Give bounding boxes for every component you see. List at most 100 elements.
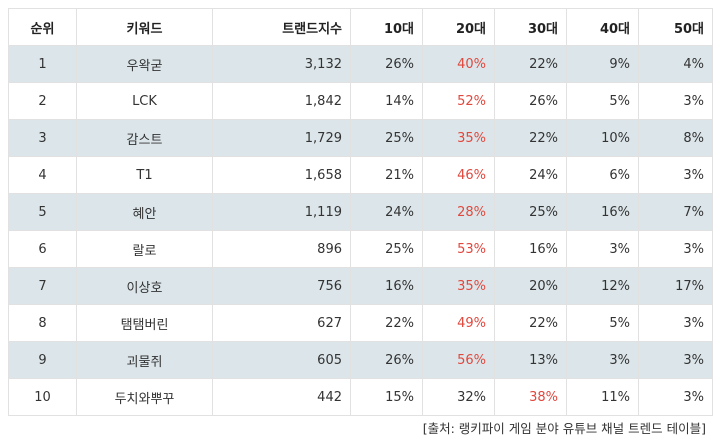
keyword-cell: 우왁굳 xyxy=(76,45,213,83)
header-age-50s: 50대 xyxy=(638,8,713,46)
rank-cell: 6 xyxy=(8,230,77,268)
age-share-cell: 26% xyxy=(494,82,567,120)
trend-index-cell: 605 xyxy=(212,341,351,379)
keyword-cell: 이상호 xyxy=(76,267,213,305)
table-row: 9 괴물쥐 605 26% 56% 13% 3% 3% xyxy=(8,341,713,379)
rank-cell: 2 xyxy=(8,82,77,120)
age-share-cell: 7% xyxy=(638,193,713,231)
age-share-cell: 28% xyxy=(422,193,495,231)
table-body: 1 우왁굳 3,132 26% 40% 22% 9% 4% 2 LCK 1,842 14% 52% 26%… xyxy=(8,45,713,416)
table-row: 2 LCK 1,842 14% 52% 26% 5% 3% xyxy=(8,82,713,120)
age-share-cell: 20% xyxy=(494,267,567,305)
rank-cell: 10 xyxy=(8,378,77,416)
table-row: 5 혜안 1,119 24% 28% 25% 16% 7% xyxy=(8,193,713,231)
age-share-cell: 12% xyxy=(566,267,639,305)
keyword-cell: 랄로 xyxy=(76,230,213,268)
rank-cell: 4 xyxy=(8,156,77,194)
age-share-cell: 17% xyxy=(638,267,713,305)
age-share-cell: 3% xyxy=(566,230,639,268)
age-share-cell: 56% xyxy=(422,341,495,379)
age-share-cell: 49% xyxy=(422,304,495,342)
age-share-cell: 38% xyxy=(494,378,567,416)
trend-index-cell: 1,119 xyxy=(212,193,351,231)
table-row: 7 이상호 756 16% 35% 20% 12% 17% xyxy=(8,267,713,305)
trend-index-cell: 1,729 xyxy=(212,119,351,157)
keyword-cell: T1 xyxy=(76,156,213,194)
trend-index-cell: 3,132 xyxy=(212,45,351,83)
table-row: 8 탬탬버린 627 22% 49% 22% 5% 3% xyxy=(8,304,713,342)
trend-index-cell: 627 xyxy=(212,304,351,342)
age-share-cell: 3% xyxy=(638,156,713,194)
age-share-cell: 40% xyxy=(422,45,495,83)
age-share-cell: 32% xyxy=(422,378,495,416)
age-share-cell: 24% xyxy=(494,156,567,194)
age-share-cell: 21% xyxy=(350,156,423,194)
age-share-cell: 22% xyxy=(494,304,567,342)
age-share-cell: 3% xyxy=(566,341,639,379)
keyword-cell: 감스트 xyxy=(76,119,213,157)
trend-index-cell: 1,842 xyxy=(212,82,351,120)
age-share-cell: 26% xyxy=(350,45,423,83)
age-share-cell: 24% xyxy=(350,193,423,231)
trend-index-cell: 756 xyxy=(212,267,351,305)
age-share-cell: 22% xyxy=(494,119,567,157)
header-age-30s: 30대 xyxy=(494,8,567,46)
table-row: 10 두치와뿌꾸 442 15% 32% 38% 11% 3% xyxy=(8,378,713,416)
age-share-cell: 11% xyxy=(566,378,639,416)
age-share-cell: 6% xyxy=(566,156,639,194)
age-share-cell: 26% xyxy=(350,341,423,379)
age-share-cell: 16% xyxy=(494,230,567,268)
age-share-cell: 16% xyxy=(566,193,639,231)
age-share-cell: 3% xyxy=(638,341,713,379)
keyword-cell: 두치와뿌꾸 xyxy=(76,378,213,416)
age-share-cell: 52% xyxy=(422,82,495,120)
age-share-cell: 14% xyxy=(350,82,423,120)
age-share-cell: 10% xyxy=(566,119,639,157)
table-row: 6 랄로 896 25% 53% 16% 3% 3% xyxy=(8,230,713,268)
trend-index-cell: 1,658 xyxy=(212,156,351,194)
age-share-cell: 3% xyxy=(638,304,713,342)
rank-cell: 8 xyxy=(8,304,77,342)
age-share-cell: 22% xyxy=(494,45,567,83)
header-age-40s: 40대 xyxy=(566,8,639,46)
age-share-cell: 5% xyxy=(566,304,639,342)
header-keyword: 키워드 xyxy=(76,8,213,46)
keyword-cell: 탬탬버린 xyxy=(76,304,213,342)
table-row: 1 우왁굳 3,132 26% 40% 22% 9% 4% xyxy=(8,45,713,83)
age-share-cell: 16% xyxy=(350,267,423,305)
header-age-10s: 10대 xyxy=(350,8,423,46)
age-share-cell: 25% xyxy=(350,230,423,268)
age-share-cell: 5% xyxy=(566,82,639,120)
age-share-cell: 4% xyxy=(638,45,713,83)
rank-cell: 3 xyxy=(8,119,77,157)
header-trend-index: 트랜드지수 xyxy=(212,8,351,46)
rank-cell: 5 xyxy=(8,193,77,231)
age-share-cell: 35% xyxy=(422,267,495,305)
trend-index-cell: 896 xyxy=(212,230,351,268)
source-caption: [출처: 랭키파이 게임 분야 유튜브 채널 트렌드 테이블] xyxy=(422,421,706,436)
age-share-cell: 22% xyxy=(350,304,423,342)
keyword-cell: 괴물쥐 xyxy=(76,341,213,379)
age-share-cell: 25% xyxy=(350,119,423,157)
age-share-cell: 3% xyxy=(638,230,713,268)
rank-cell: 1 xyxy=(8,45,77,83)
age-share-cell: 9% xyxy=(566,45,639,83)
trend-index-cell: 442 xyxy=(212,378,351,416)
keyword-cell: LCK xyxy=(76,82,213,120)
table-row: 4 T1 1,658 21% 46% 24% 6% 3% xyxy=(8,156,713,194)
age-share-cell: 3% xyxy=(638,378,713,416)
age-share-cell: 53% xyxy=(422,230,495,268)
age-share-cell: 15% xyxy=(350,378,423,416)
age-share-cell: 8% xyxy=(638,119,713,157)
header-rank: 순위 xyxy=(8,8,77,46)
keyword-cell: 혜안 xyxy=(76,193,213,231)
rank-cell: 7 xyxy=(8,267,77,305)
table-row: 3 감스트 1,729 25% 35% 22% 10% 8% xyxy=(8,119,713,157)
trend-table: 순위 키워드 트랜드지수 10대 20대 30대 40대 50대 1 우왁굳 3,1… xyxy=(8,8,713,416)
header-age-20s: 20대 xyxy=(422,8,495,46)
age-share-cell: 25% xyxy=(494,193,567,231)
table-header-row: 순위 키워드 트랜드지수 10대 20대 30대 40대 50대 xyxy=(8,8,713,46)
age-share-cell: 13% xyxy=(494,341,567,379)
age-share-cell: 3% xyxy=(638,82,713,120)
age-share-cell: 46% xyxy=(422,156,495,194)
